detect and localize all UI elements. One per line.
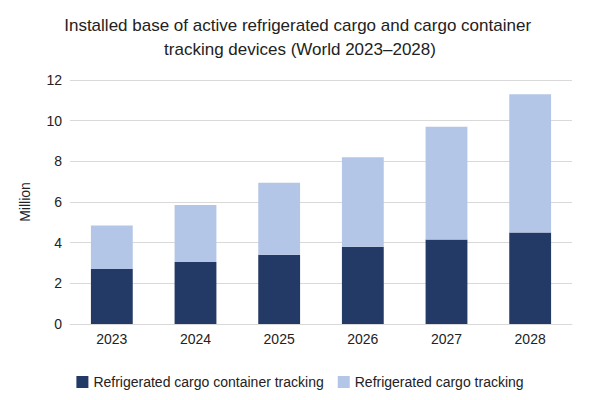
svg-text:2024: 2024	[180, 331, 211, 347]
svg-text:10: 10	[46, 113, 62, 129]
svg-text:2025: 2025	[264, 331, 295, 347]
svg-text:0: 0	[54, 316, 62, 332]
svg-text:4: 4	[54, 235, 62, 251]
svg-text:2027: 2027	[431, 331, 462, 347]
svg-text:Installed base of active refri: Installed base of active refrigerated ca…	[64, 16, 536, 35]
svg-text:tracking devices (World 2023–2: tracking devices (World 2023–2028)	[164, 40, 436, 59]
svg-text:2023: 2023	[96, 331, 127, 347]
svg-text:2028: 2028	[515, 331, 546, 347]
svg-text:Million: Million	[17, 182, 33, 222]
svg-text:6: 6	[54, 194, 62, 210]
svg-text:Refrigerated cargo tracking: Refrigerated cargo tracking	[355, 374, 524, 390]
svg-text:8: 8	[54, 153, 62, 169]
svg-text:Refrigerated cargo container t: Refrigerated cargo container tracking	[93, 374, 323, 390]
svg-text:12: 12	[46, 72, 62, 88]
svg-text:2026: 2026	[347, 331, 378, 347]
svg-text:2: 2	[54, 275, 62, 291]
